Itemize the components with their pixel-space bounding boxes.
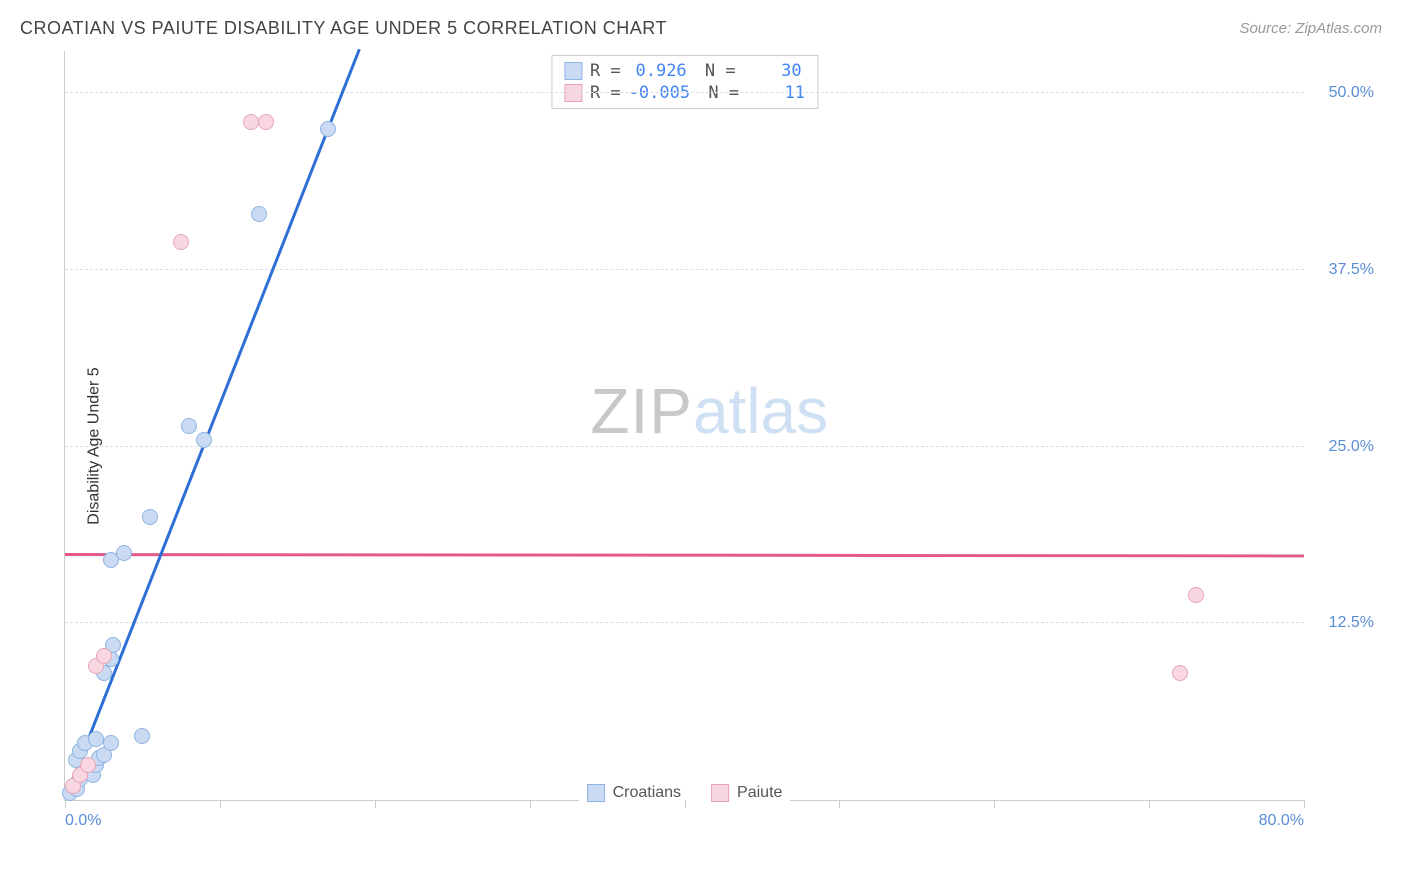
data-point — [1172, 665, 1188, 681]
data-point — [181, 418, 197, 434]
gridline — [65, 446, 1304, 447]
data-point — [243, 114, 259, 130]
watermark-zip: ZIP — [590, 375, 693, 447]
y-tick-label: 12.5% — [1314, 614, 1374, 632]
legend-item-paiute: Paiute — [711, 784, 782, 802]
chart-title: CROATIAN VS PAIUTE DISABILITY AGE UNDER … — [20, 18, 667, 39]
x-tick-label: 80.0% — [1259, 812, 1304, 830]
swatch-croatians — [587, 784, 605, 802]
x-tick — [839, 800, 840, 808]
n-value-croatians: 30 — [744, 61, 802, 81]
x-tick — [375, 800, 376, 808]
x-tick — [220, 800, 221, 808]
data-point — [88, 731, 104, 747]
x-tick — [530, 800, 531, 808]
x-tick — [1304, 800, 1305, 808]
swatch-croatians — [564, 62, 582, 80]
y-tick-label: 50.0% — [1314, 84, 1374, 102]
source-credit: Source: ZipAtlas.com — [1239, 20, 1382, 37]
swatch-paiute — [711, 784, 729, 802]
x-tick — [685, 800, 686, 808]
data-point — [96, 648, 112, 664]
r-value-croatians: 0.926 — [629, 61, 687, 81]
y-tick-label: 37.5% — [1314, 261, 1374, 279]
data-point — [173, 234, 189, 250]
x-tick — [1149, 800, 1150, 808]
r-label: R = — [590, 61, 621, 81]
y-tick-label: 25.0% — [1314, 438, 1374, 456]
legend-row-croatians: R = 0.926 N = 30 — [564, 60, 805, 82]
gridline — [65, 269, 1304, 270]
legend-label-croatians: Croatians — [613, 784, 681, 802]
watermark-atlas: atlas — [693, 375, 828, 447]
watermark: ZIPatlas — [590, 374, 828, 448]
data-point — [142, 509, 158, 525]
x-tick — [994, 800, 995, 808]
data-point — [116, 545, 132, 561]
data-point — [196, 432, 212, 448]
legend-label-paiute: Paiute — [737, 784, 782, 802]
x-tick — [65, 800, 66, 808]
data-point — [320, 121, 336, 137]
trend-line — [64, 49, 361, 799]
data-point — [134, 728, 150, 744]
data-point — [251, 206, 267, 222]
legend-item-croatians: Croatians — [587, 784, 681, 802]
trend-line — [65, 553, 1304, 557]
gridline — [65, 92, 1304, 93]
data-point — [258, 114, 274, 130]
gridline — [65, 622, 1304, 623]
data-point — [1188, 587, 1204, 603]
data-point — [80, 757, 96, 773]
n-label: N = — [695, 61, 736, 81]
chart-container: Disability Age Under 5 ZIPatlas R = 0.92… — [46, 51, 1384, 841]
x-tick-label: 0.0% — [65, 812, 101, 830]
data-point — [103, 735, 119, 751]
plot-area: ZIPatlas R = 0.926 N = 30 R = -0.005 N =… — [64, 51, 1304, 801]
correlation-legend: R = 0.926 N = 30 R = -0.005 N = 11 — [551, 55, 818, 109]
